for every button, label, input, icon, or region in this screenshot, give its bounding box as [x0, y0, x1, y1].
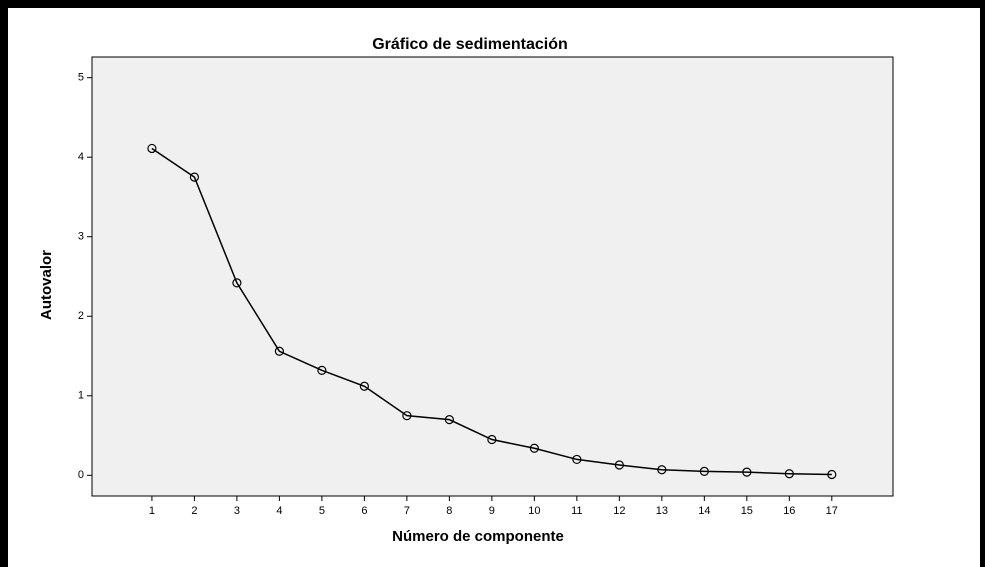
x-tick-label: 10 — [528, 505, 540, 517]
x-tick-label: 14 — [698, 505, 710, 517]
marker — [572, 454, 582, 465]
marker — [444, 415, 454, 425]
marker — [614, 460, 624, 470]
marker — [529, 443, 539, 453]
x-axis-label: Número de componente — [392, 528, 564, 545]
marker — [359, 381, 369, 391]
x-tick-label: 17 — [826, 505, 838, 517]
marker — [317, 365, 327, 375]
plot-area — [91, 56, 894, 497]
y-tick-label: 0 — [78, 469, 84, 481]
x-tick-label: 12 — [613, 505, 625, 517]
chart-title: Gráfico de sedimentación — [372, 36, 568, 53]
y-tick-label: 1 — [78, 390, 84, 402]
x-tick-label: 9 — [489, 505, 495, 517]
x-tick-label: 15 — [741, 505, 753, 517]
marker — [402, 411, 412, 421]
x-tick-label: 8 — [446, 505, 452, 517]
marker — [742, 467, 752, 477]
marker — [784, 469, 794, 479]
y-tick-label: 4 — [78, 151, 84, 163]
marker — [189, 172, 200, 182]
marker — [699, 466, 709, 476]
marker — [274, 346, 284, 356]
x-tick-label: 13 — [656, 505, 668, 517]
marker — [657, 465, 667, 475]
marker — [147, 143, 157, 154]
y-tick-label: 5 — [78, 72, 84, 84]
marker — [232, 278, 242, 288]
x-tick-label: 11 — [571, 505, 582, 517]
x-tick-label: 2 — [191, 505, 197, 517]
x-tick-label: 6 — [361, 505, 367, 517]
marker — [487, 434, 497, 445]
line — [151, 147, 832, 476]
x-tick-label: 4 — [276, 505, 282, 517]
y-axis-label: Autovalor — [38, 250, 55, 320]
x-tick-label: 1 — [149, 505, 155, 517]
y-tick-label: 3 — [78, 231, 84, 243]
x-tick-label: 5 — [319, 505, 325, 517]
x-tick-label: 16 — [783, 505, 795, 517]
x-tick-label: 7 — [404, 505, 410, 517]
marker — [827, 469, 837, 480]
x-tick-label: 3 — [234, 505, 240, 517]
y-tick-label: 2 — [78, 310, 84, 322]
